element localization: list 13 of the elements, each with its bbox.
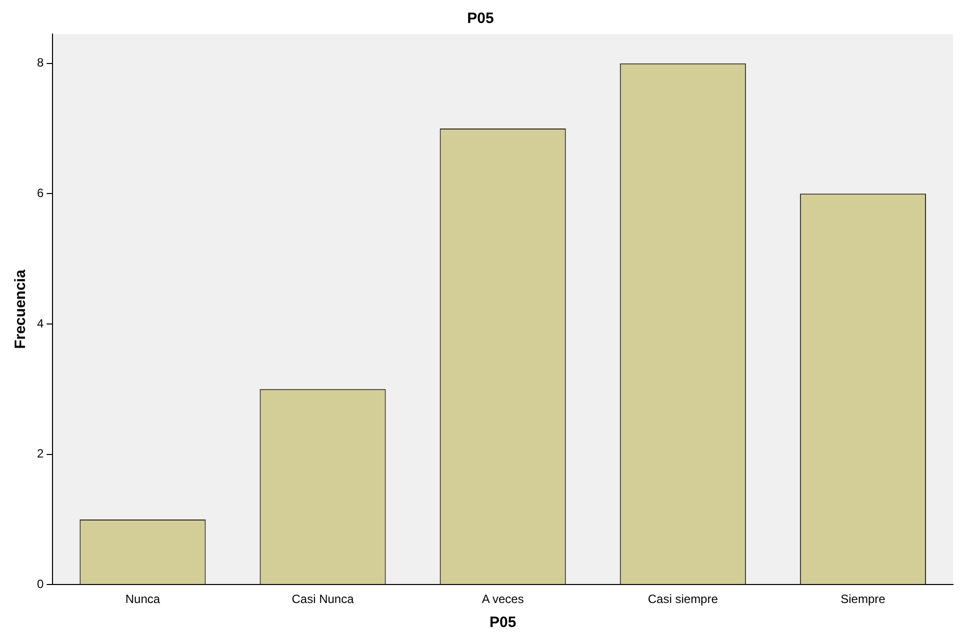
x-tick-label: Casi siempre — [648, 592, 718, 606]
chart-title: P05 — [467, 10, 494, 28]
y-tick-label: 2 — [36, 446, 44, 461]
x-axis-title: P05 — [489, 614, 516, 632]
x-tick-label: Nunca — [125, 592, 160, 606]
x-tick-label: A veces — [482, 592, 524, 606]
y-tick-label: 6 — [36, 186, 44, 200]
y-tick-label: 4 — [36, 316, 44, 330]
x-tick-label: Casi Nunca — [292, 592, 354, 606]
y-tick-label: 8 — [36, 56, 44, 70]
x-tick-label: Siempre — [840, 592, 886, 606]
y-axis-title: Frecuencia — [12, 269, 30, 349]
y-tick-label: 0 — [36, 576, 44, 591]
